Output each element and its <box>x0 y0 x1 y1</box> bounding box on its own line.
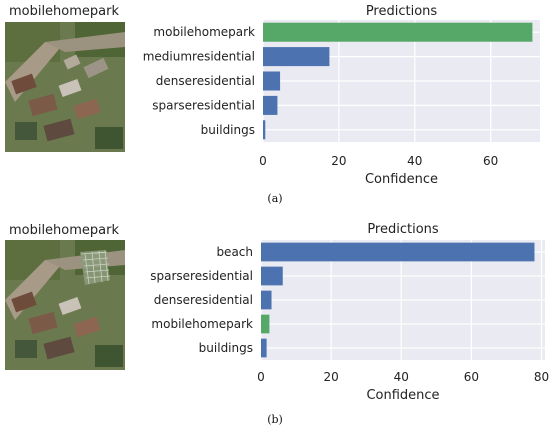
bar-mobilehomepark <box>263 22 533 42</box>
x-tick-label: 80 <box>534 370 549 384</box>
x-tick-label: 0 <box>259 154 267 168</box>
x-axis-label: Confidence <box>366 388 439 403</box>
sub-figure-label: (b) <box>267 413 283 426</box>
category-label: buildings <box>201 123 255 137</box>
bar-chart: beach sparseresidential denseresidential mo… <box>150 222 549 403</box>
category-label: sparseresidential <box>150 269 253 283</box>
bar-mobilehomepark <box>261 314 270 334</box>
x-tick-label: 40 <box>407 154 422 168</box>
aerial-photo-icon <box>5 22 125 152</box>
x-tick-label: 60 <box>464 370 479 384</box>
chart-title: Predictions <box>366 4 438 19</box>
bar-beach <box>261 242 535 262</box>
category-label: beach <box>216 245 253 259</box>
x-tick-label: 20 <box>323 370 338 384</box>
x-tick-label: 60 <box>483 154 498 168</box>
category-label: mobilehomepark <box>151 317 253 331</box>
image-title: mobilehomepark <box>8 4 120 19</box>
category-label: denseresidential <box>156 74 255 88</box>
category-label: denseresidential <box>154 293 253 307</box>
bar-sparseresidential <box>261 266 283 286</box>
category-label: mobilehomepark <box>153 25 255 39</box>
aerial-photo-icon <box>5 240 125 370</box>
bar-sparseresidential <box>263 95 278 115</box>
bar-chart: mobilehomepark mediumresidential denseresi… <box>143 4 540 187</box>
image-title: mobilehomepark <box>8 223 120 238</box>
category-label: mediumresidential <box>143 50 255 64</box>
bar-buildings <box>261 338 267 358</box>
x-tick-label: 20 <box>331 154 346 168</box>
bar-buildings <box>263 120 266 140</box>
figure-panel-a: mobilehomepark mobilehomepark mediumresid… <box>5 4 540 205</box>
bar-mediumresidential <box>263 47 330 67</box>
bar-denseresidential <box>261 290 272 310</box>
sub-figure-label: (a) <box>267 192 283 205</box>
x-axis-label: Confidence <box>365 172 438 187</box>
chart-title: Predictions <box>367 222 439 237</box>
figure-panel-b: mobilehomepark beach sparseresidential den… <box>0 218 550 430</box>
bar-denseresidential <box>263 71 281 91</box>
x-tick-label: 40 <box>394 370 409 384</box>
x-tick-label: 0 <box>257 370 265 384</box>
category-label: buildings <box>199 341 253 355</box>
category-label: sparseresidential <box>152 98 255 112</box>
